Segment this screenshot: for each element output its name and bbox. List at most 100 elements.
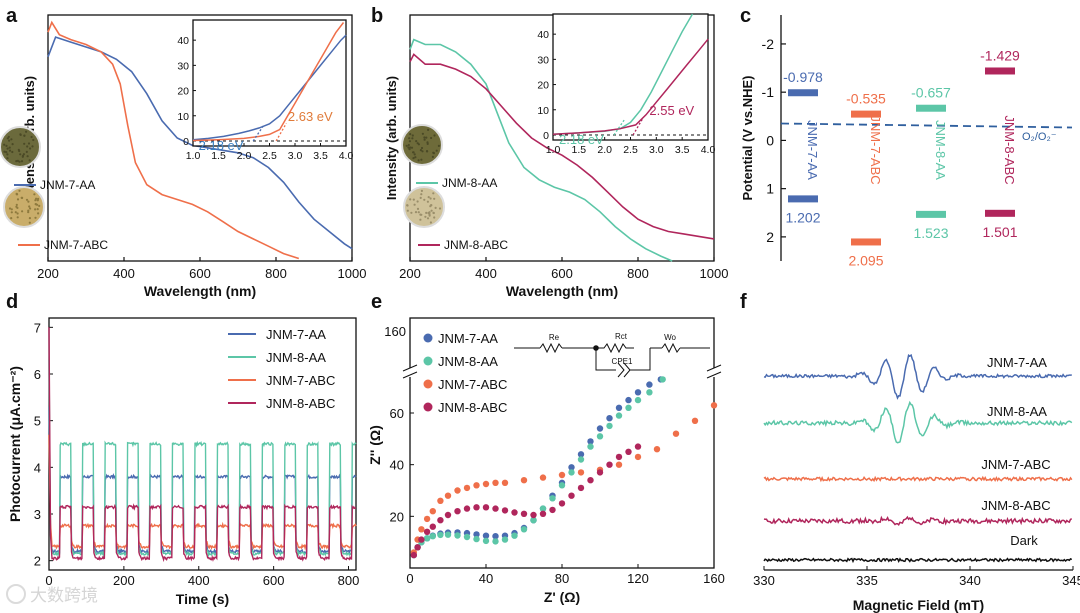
data-point [615,404,623,411]
sample-grain [38,204,41,207]
inset-bg [193,20,346,146]
legend-label: JNM-7-ABC [438,377,507,392]
sample-grain [27,209,30,212]
inset-x-tick-label: 3.0 [649,144,664,156]
sample-grain [428,211,431,214]
sample-grain [26,155,29,158]
resistor [596,342,634,354]
series-line [48,359,357,558]
data-point [646,381,653,388]
sample-grain [432,211,435,215]
x-tick-label: 800 [627,266,649,281]
inset-y-tick-label: 40 [537,29,549,41]
sample-grain [405,144,408,147]
y-tick-label: 60 [390,406,404,421]
data-point [615,412,623,419]
x-axis-label: Z' (Ω) [544,589,580,605]
band-series-name: JNM-7-ABC [868,115,883,184]
sample-grain [410,146,414,149]
sample-grain [433,216,436,219]
data-point [568,464,575,471]
data-point [520,526,528,533]
data-point [558,482,566,489]
sample-grain [430,209,433,212]
sample-grain [413,203,416,206]
sample-grain [34,203,37,206]
data-point [539,474,547,481]
data-point [473,482,480,489]
sample-grain [420,158,423,161]
inset-y-tick-label: 20 [537,80,549,92]
sample-grain [11,143,14,146]
inset-x-tick-label: 1.0 [186,150,201,162]
vb-bar [788,195,818,203]
x-tick-label: 1000 [700,266,729,281]
sample-grain [6,153,9,156]
y-tick-label: 5 [34,414,41,429]
vb-bar [985,209,1015,217]
sample-grain [29,207,32,210]
sample-grain [419,149,422,152]
y-axis-label: Z'' (Ω) [367,425,383,465]
sample-grain [16,159,19,162]
data-point [423,535,431,542]
panel-letter-e: e [371,291,382,313]
data-point [444,511,452,519]
data-point [492,479,499,486]
inset-annotation: 2.18 eV [199,138,244,153]
sample-grain [433,134,436,137]
data-point [577,469,585,476]
series-label: JNM-7-AA [987,355,1047,370]
y-tick-label: 160 [384,324,406,339]
data-point [454,532,461,539]
sample-grain [34,208,37,211]
x-tick-label: 200 [113,573,135,588]
sample-grain [17,148,20,151]
data-point [634,453,642,461]
y-axis-label: Potential (V vs.NHE) [740,76,755,201]
sample-grain [429,221,432,224]
x-axis-label: Wavelength (nm) [506,283,618,299]
axis-break-mark [706,371,722,379]
x-axis-label: Time (s) [176,591,229,607]
sample-grain [410,211,413,214]
data-point [530,511,537,519]
sample-grain [21,210,24,213]
sample-grain [16,193,19,196]
y-axis-label: Intensity (arb. units) [384,76,399,200]
data-point [615,453,623,461]
data-point [511,532,518,539]
watermark: 大数跨境 [6,584,98,605]
data-point [653,446,661,453]
data-point [577,451,585,458]
data-point [659,376,666,383]
band-series-name: JNM-8-AA [933,120,948,180]
sample-grain [25,150,28,153]
axis-break-gap [404,368,414,377]
series-line [409,38,673,262]
data-point [444,531,452,538]
vb-value: 1.501 [982,224,1017,240]
sample-grain [29,147,32,150]
cb-value: -0.535 [846,91,886,107]
inset-series-line [192,34,347,141]
vb-bar [916,210,946,218]
inset-x-tick-label: 3.5 [313,150,328,162]
sample-grain [427,128,430,131]
legend-label: JNM-7-ABC [266,373,335,388]
sample-grain [412,151,415,154]
sample-grain [416,200,419,203]
legend-label: JNM-8-AA [438,354,498,369]
sample-grain [31,145,34,148]
y-axis-label: Photocurrent (μA.cm⁻²) [7,366,23,522]
sample-grain [417,211,420,214]
sample-grain [19,133,22,136]
sample-grain [32,138,35,142]
x-tick-label: 340 [959,573,981,588]
data-point [672,430,680,437]
data-point [463,533,471,541]
sample-grain [5,151,8,154]
sample-grain [27,142,31,145]
data-point [501,479,509,486]
